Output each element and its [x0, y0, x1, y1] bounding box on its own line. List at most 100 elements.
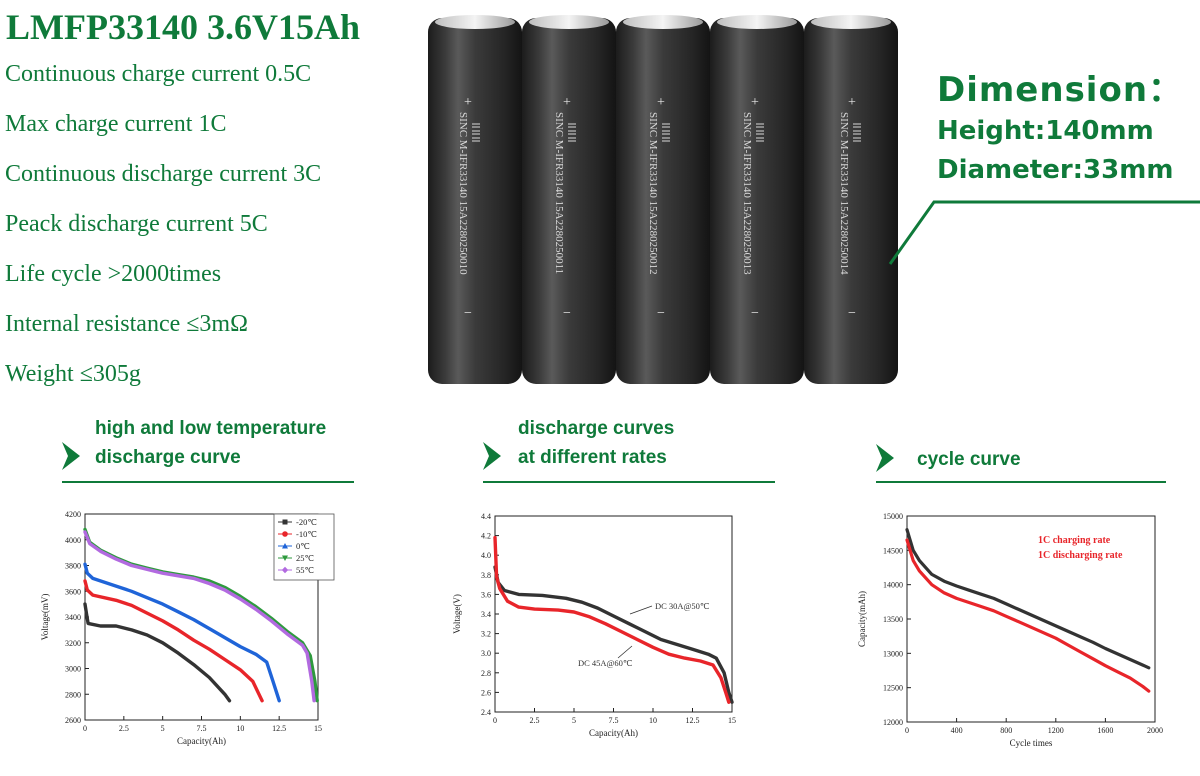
y-tick-label: 2800 [65, 690, 81, 699]
y-tick-label: 12500 [883, 684, 903, 693]
x-tick-label: 1600 [1097, 726, 1113, 735]
minus-label: − [848, 306, 856, 321]
spec-item: Max charge current 1C [5, 111, 227, 137]
cell-label: SINC M-IFR33140 15A2280250011 [553, 112, 565, 274]
y-tick-label: 14000 [883, 581, 903, 590]
x-axis-label: Cycle times [1010, 738, 1053, 748]
x-tick-label: 15 [728, 716, 736, 725]
legend-label: 25℃ [296, 553, 315, 563]
battery-cells-image: + − SINC M-IFR33140 15A2280250010 + − SI… [428, 15, 898, 384]
section-title-line: discharge curve [95, 447, 241, 468]
legend-label: -10℃ [296, 529, 317, 539]
section-title-line: cycle curve [917, 449, 1021, 470]
x-tick-label: 7.5 [197, 724, 207, 733]
y-tick-label: 3.2 [481, 630, 491, 639]
x-axis-label: Capacity(Ah) [177, 736, 226, 746]
y-axis-label: Voltage(mV) [40, 594, 50, 641]
y-tick-label: 15000 [883, 512, 903, 521]
series-line [83, 579, 264, 703]
x-tick-label: 12.5 [272, 724, 286, 733]
dimension-title: Dimension： [937, 70, 1184, 110]
spec-item: Weight ≤305g [5, 361, 141, 387]
spec-list: Continuous charge current 0.5C Max charg… [5, 56, 321, 406]
spec-item: Continuous discharge current 3C [5, 161, 322, 187]
series-line [905, 538, 1151, 693]
x-tick-label: 7.5 [609, 716, 619, 725]
x-tick-label: 12.5 [686, 716, 700, 725]
x-tick-label: 2.5 [530, 716, 540, 725]
plot-frame [494, 515, 733, 713]
x-tick-label: 400 [951, 726, 963, 735]
x-tick-label: 2000 [1147, 726, 1163, 735]
x-tick-label: 5 [572, 716, 576, 725]
chevron-right-icon [483, 442, 501, 470]
annotation-leader [629, 605, 653, 615]
y-tick-label: 13500 [883, 615, 903, 624]
y-tick-label: 3.4 [481, 610, 491, 619]
series-line [83, 530, 316, 703]
annotation-leader [617, 645, 633, 659]
x-tick-label: 800 [1000, 726, 1012, 735]
y-tick-label: 3.6 [481, 590, 491, 599]
chart-rate-discharge: 2.4 2.6 2.8 3.0 3.2 3.4 3.6 3.8 4.0 4.2 4.4 0 2.5 5 7.… [452, 512, 736, 738]
legend-label: 0℃ [296, 541, 310, 551]
y-tick-label: 3200 [65, 639, 81, 648]
y-tick-label: 14500 [883, 546, 903, 555]
spec-item: Life cycle >2000times [5, 261, 222, 287]
chart-annotation: 1C discharging rate [1038, 550, 1123, 561]
plus-label: + [848, 95, 856, 110]
y-axis-label: Voltage(V) [452, 594, 462, 634]
plus-label: + [657, 95, 665, 110]
series-line [493, 565, 734, 704]
section-heading-rates: discharge curves at different rates [483, 414, 783, 474]
plus-label: + [464, 95, 472, 110]
section-underline [876, 481, 1166, 483]
y-tick-label: 3.8 [481, 571, 491, 580]
minus-label: − [563, 306, 571, 321]
y-tick-label: 3.0 [481, 649, 491, 658]
legend-label: 55℃ [296, 565, 315, 575]
y-axis-label: Capacity(mAh) [857, 591, 867, 647]
cell-label: SINC M-IFR33140 15A2280250014 [838, 112, 850, 275]
series-line [83, 602, 232, 703]
y-tick-label: 4.4 [481, 512, 491, 521]
y-tick-label: 2.4 [481, 708, 491, 717]
spec-item: Peack discharge current 5C [5, 211, 268, 237]
section-title-line: at different rates [518, 447, 667, 468]
minus-label: − [751, 306, 759, 321]
legend-marker [281, 566, 289, 574]
y-tick-label: 2.8 [481, 669, 491, 678]
x-tick-label: 0 [83, 724, 87, 733]
dimension-leader-line [888, 200, 1200, 265]
x-tick-label: 5 [161, 724, 165, 733]
chart-annotation: DC 45A@60℃ [578, 658, 633, 668]
section-heading-cycle: cycle curve [876, 444, 1176, 476]
y-tick-label: 4200 [65, 510, 81, 519]
plot-frame [906, 515, 1156, 723]
series-line [493, 535, 731, 704]
y-tick-label: 3600 [65, 587, 81, 596]
y-tick-label: 3400 [65, 613, 81, 622]
chevron-right-icon [876, 444, 894, 472]
minus-label: − [464, 306, 472, 321]
battery-cell: + − SINC M-IFR33140 15A2280250014 [804, 15, 898, 384]
battery-cell: + − SINC M-IFR33140 15A2280250013 [710, 15, 804, 384]
battery-cell: + − SINC M-IFR33140 15A2280250012 [616, 15, 710, 384]
series-line [83, 562, 281, 703]
y-tick-label: 3000 [65, 665, 81, 674]
spec-item: Internal resistance ≤3mΩ [5, 311, 248, 337]
y-tick-label: 2.6 [481, 688, 491, 697]
section-underline [62, 481, 354, 483]
legend-marker [282, 543, 288, 549]
plus-label: + [563, 95, 571, 110]
y-tick-label: 3800 [65, 562, 81, 571]
chevron-right-icon [62, 442, 80, 470]
chart-annotation: DC 30A@50℃ [655, 601, 710, 611]
battery-cell: + − SINC M-IFR33140 15A2280250011 [522, 15, 616, 384]
legend-label: -20℃ [296, 517, 317, 527]
x-tick-label: 1200 [1048, 726, 1064, 735]
section-title-line: discharge curves [518, 418, 675, 439]
spec-item: Continuous charge current 0.5C [5, 61, 312, 87]
y-tick-label: 12000 [883, 718, 903, 727]
chart-temperature-discharge: 2600 2800 3000 3200 3400 3600 3800 4000 4200 0 2.5… [40, 510, 335, 746]
